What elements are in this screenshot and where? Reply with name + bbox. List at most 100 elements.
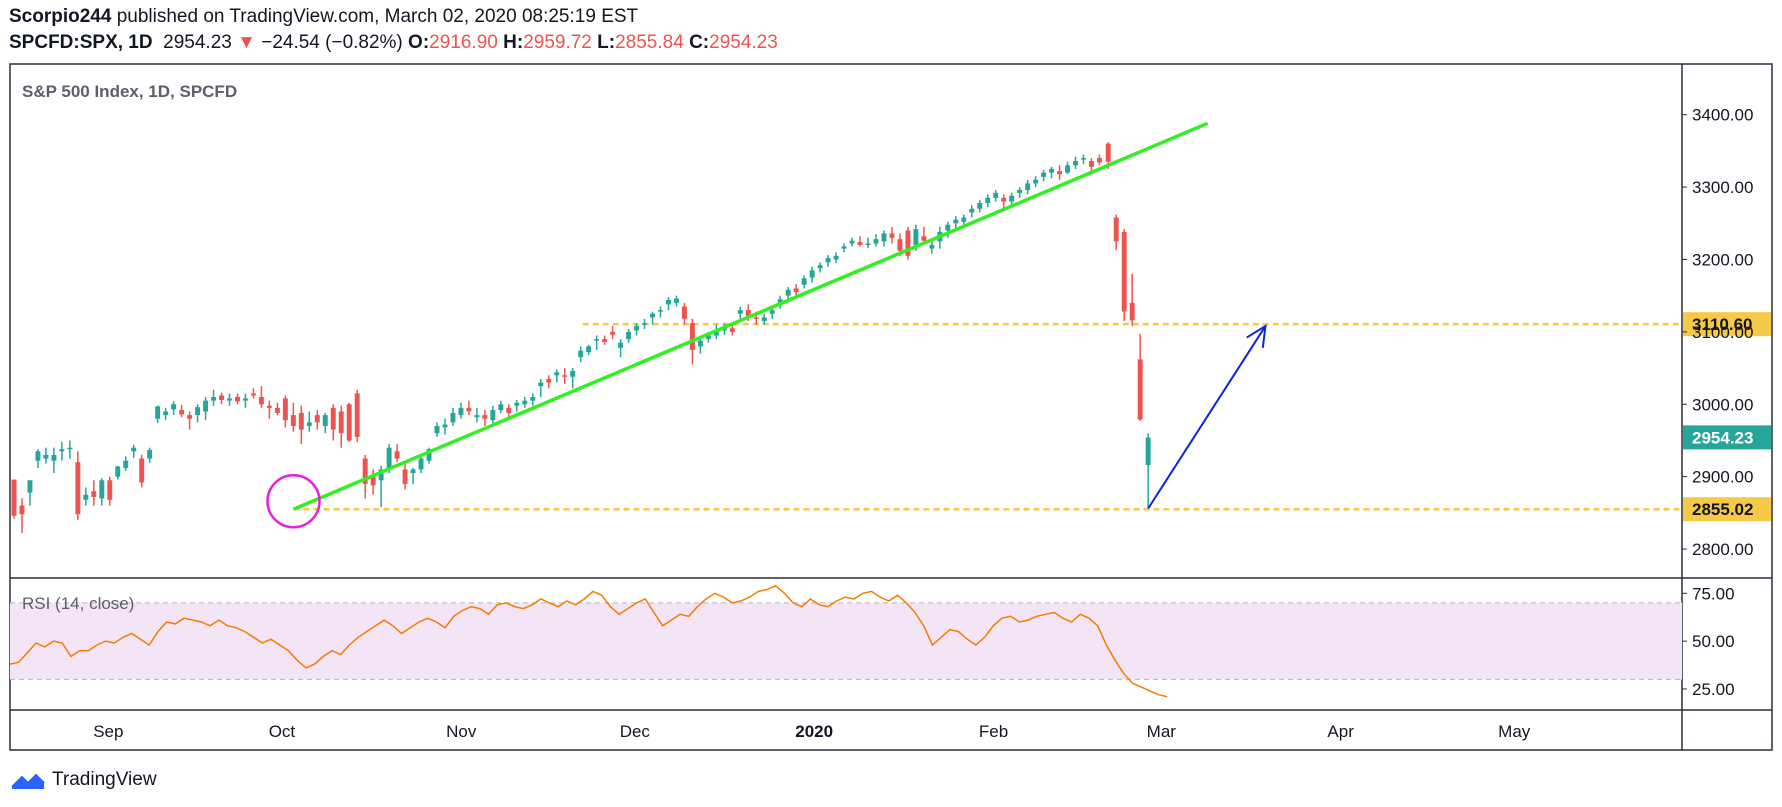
candle-body	[306, 422, 312, 426]
candle-body	[865, 243, 871, 246]
candle-body	[889, 233, 895, 238]
candle-body	[59, 449, 65, 452]
ohlc-line: SPCFD:SPX, 1D 2954.23 ▼ −24.54 (−0.82%) …	[9, 32, 778, 54]
rsi-tick-label: 25.00	[1692, 680, 1735, 699]
tradingview-logo-icon	[11, 773, 45, 789]
candle-body	[554, 372, 560, 376]
candle-body	[689, 323, 695, 350]
candle-body	[841, 246, 847, 249]
candle-body	[338, 411, 344, 434]
candle-body	[43, 454, 49, 459]
price-line-label: 2855.02	[1692, 500, 1753, 519]
price-line-label: 3110.60	[1692, 315, 1753, 334]
candle-body	[1096, 158, 1102, 163]
candle-body	[737, 310, 743, 314]
time-tick-label: Nov	[446, 722, 477, 741]
price-tick-label: 3000.00	[1692, 395, 1753, 414]
candle-body	[729, 328, 735, 332]
price-lines	[293, 322, 1682, 511]
candle-body	[1009, 195, 1015, 202]
time-tick-label: May	[1498, 722, 1531, 741]
candle-body	[322, 415, 328, 426]
price-tick-label: 3400.00	[1692, 106, 1753, 125]
candle-body	[123, 460, 129, 468]
candle-body	[1121, 231, 1127, 312]
candle-body	[953, 219, 959, 224]
low-label: L:	[597, 32, 616, 53]
candle-body	[650, 313, 655, 318]
candle-body	[1041, 172, 1047, 177]
candle-body	[602, 339, 608, 342]
time-tick-label: Oct	[269, 722, 296, 741]
arrow-line	[1147, 325, 1267, 510]
candle-body	[370, 476, 376, 486]
candle-body	[857, 242, 863, 245]
candle-body	[250, 393, 256, 396]
candle-body	[658, 310, 663, 312]
candle-body	[849, 240, 855, 244]
candle-body	[35, 451, 41, 461]
candle-body	[498, 404, 504, 411]
price-line-label-bg	[1683, 497, 1771, 522]
price-line-label-bg	[1683, 312, 1771, 337]
candlestick-series	[11, 142, 1151, 534]
candle-body	[330, 407, 336, 430]
candle-body	[466, 407, 472, 412]
candle-body	[163, 411, 169, 416]
candle-body	[19, 505, 25, 515]
candle-body	[1105, 143, 1111, 162]
author-name[interactable]: Scorpio244	[9, 6, 112, 27]
candle-body	[91, 491, 97, 497]
rsi-series	[9, 584, 1168, 698]
candle-body	[1033, 179, 1039, 184]
candle-body	[642, 323, 647, 325]
candle-body	[514, 402, 520, 406]
candle-body	[139, 458, 145, 483]
candle-body	[626, 331, 632, 340]
candle-body	[386, 447, 392, 470]
candle-body	[825, 258, 831, 263]
candle-body	[378, 469, 384, 481]
candle-body	[681, 306, 687, 319]
candle-body	[346, 404, 352, 441]
candle-body	[1081, 158, 1086, 160]
candle-body	[354, 393, 360, 437]
candle-body	[434, 425, 440, 434]
change-value: −24.54 (−0.82%)	[261, 32, 403, 53]
candle-body	[442, 424, 448, 428]
candle-body	[1065, 165, 1071, 173]
candle-body	[394, 451, 400, 459]
candle-body	[179, 410, 185, 415]
candle-body	[282, 398, 288, 421]
candle-body	[905, 230, 911, 256]
candle-body	[1073, 161, 1078, 166]
candle-body	[913, 229, 919, 245]
candle-body	[753, 317, 759, 319]
tradingview-footer[interactable]: TradingView	[10, 769, 157, 791]
candle-body	[147, 449, 153, 459]
candle-body	[897, 239, 903, 251]
candle-body	[426, 449, 432, 461]
chart-frame	[9, 63, 1773, 751]
published-text: published on TradingView.com, March 02, …	[116, 6, 639, 27]
time-tick-label: 2020	[795, 722, 833, 741]
candle-body	[27, 480, 33, 493]
candle-body	[362, 458, 368, 484]
price-tick-label: 3200.00	[1692, 250, 1753, 269]
candle-body	[506, 407, 512, 413]
candle-body	[11, 479, 17, 516]
rsi-band	[10, 602, 1682, 680]
candle-body	[570, 370, 576, 377]
candle-body	[921, 236, 927, 241]
tradingview-brand: TradingView	[52, 769, 157, 790]
candle-body	[1025, 183, 1031, 190]
candle-body	[713, 331, 719, 336]
rsi-tick-label: 75.00	[1692, 584, 1735, 603]
open-label: O:	[408, 32, 430, 53]
candle-body	[155, 406, 161, 419]
candle-body	[634, 326, 640, 331]
candle-body	[1113, 217, 1119, 242]
candle-body	[793, 288, 799, 293]
candle-body	[450, 412, 456, 423]
